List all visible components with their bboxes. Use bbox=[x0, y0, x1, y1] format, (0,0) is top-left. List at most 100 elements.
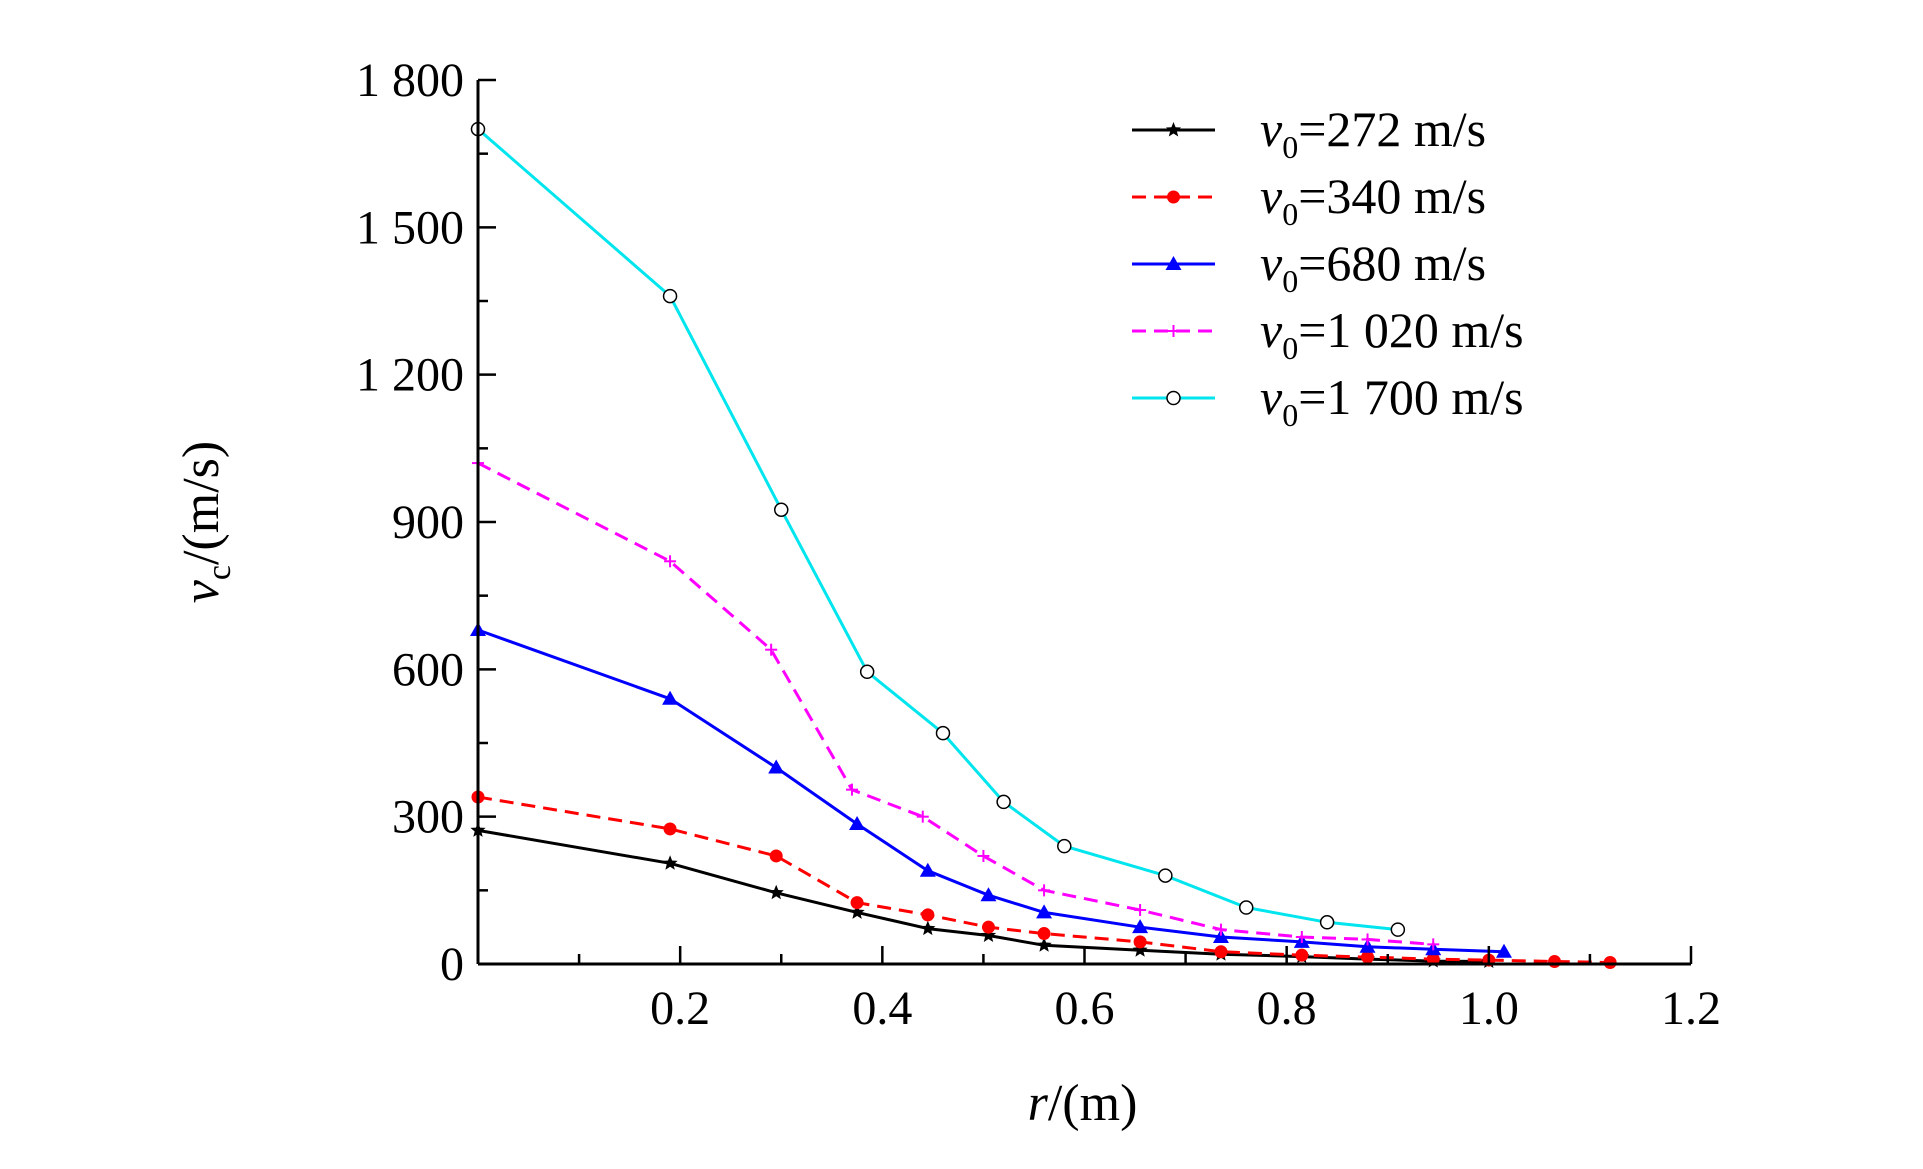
x-tick-label: 1.2 bbox=[1661, 982, 1721, 1035]
y-tick-label: 600 bbox=[392, 643, 464, 696]
legend: v0=272 m/sv0=340 m/sv0=680 m/sv0=1 020 m… bbox=[1132, 101, 1524, 433]
legend-symbol: v bbox=[1260, 168, 1283, 224]
legend-symbol: v bbox=[1260, 302, 1283, 358]
legend-symbol: v bbox=[1260, 369, 1283, 425]
data-point bbox=[1238, 900, 1254, 915]
series-line bbox=[477, 628, 1505, 954]
legend-value: =1 020 m/s bbox=[1298, 302, 1523, 358]
legend-subscript: 0 bbox=[1282, 330, 1298, 366]
data-point bbox=[1361, 933, 1374, 946]
data-point bbox=[1359, 938, 1376, 953]
axes: 0.2 0.4 0.6 0.8 1.0 1.2 0 300 600 900 1 200 1 500 1 … bbox=[173, 54, 1721, 1132]
legend-marker bbox=[1167, 325, 1180, 337]
legend-label: v0=1 700 m/s bbox=[1260, 369, 1524, 433]
legend-subscript: 0 bbox=[1282, 263, 1298, 299]
data-point bbox=[1038, 884, 1051, 897]
y-axis-title: vc/(m/s) bbox=[173, 441, 238, 603]
plot-area bbox=[470, 121, 1617, 970]
legend-item-1: v0=272 m/s bbox=[1132, 101, 1486, 165]
x-tick-label: 0.2 bbox=[650, 982, 710, 1035]
y-tick-label: 300 bbox=[392, 791, 464, 844]
legend-item-4: v0=1 020 m/s bbox=[1132, 302, 1524, 366]
data-point bbox=[1037, 927, 1051, 941]
data-point bbox=[846, 783, 859, 796]
legend-symbol: v bbox=[1260, 101, 1283, 157]
legend-marker bbox=[1166, 390, 1181, 406]
data-point bbox=[1158, 868, 1173, 883]
data-point bbox=[1295, 948, 1309, 962]
data-point bbox=[1495, 943, 1512, 958]
data-point bbox=[977, 849, 990, 862]
data-point bbox=[1361, 950, 1375, 964]
data-point bbox=[664, 555, 677, 568]
data-point bbox=[1548, 955, 1562, 969]
data-point bbox=[996, 794, 1011, 810]
series-4 bbox=[472, 457, 1440, 951]
x-axis-unit: /(m) bbox=[1048, 1075, 1138, 1132]
legend-item-3: v0=680 m/s bbox=[1132, 235, 1486, 299]
data-point bbox=[916, 810, 929, 823]
data-point bbox=[981, 920, 995, 934]
legend-value: =272 m/s bbox=[1298, 101, 1486, 157]
data-point bbox=[1057, 838, 1072, 854]
data-point bbox=[768, 884, 784, 900]
x-tick-label: 0.4 bbox=[852, 982, 912, 1035]
data-point bbox=[859, 664, 875, 680]
legend-subscript: 0 bbox=[1282, 397, 1298, 433]
y-tick-label: 900 bbox=[392, 496, 464, 549]
series-5 bbox=[470, 121, 1406, 937]
data-point bbox=[1132, 942, 1148, 957]
legend-label: v0=340 m/s bbox=[1260, 168, 1486, 232]
legend-value: =340 m/s bbox=[1298, 168, 1486, 224]
data-point bbox=[1427, 938, 1440, 951]
data-point bbox=[662, 288, 678, 304]
data-point bbox=[919, 862, 936, 877]
legend-marker bbox=[1165, 256, 1182, 270]
x-tick-label: 1.0 bbox=[1459, 982, 1519, 1035]
y-axis-symbol: v bbox=[173, 579, 230, 603]
data-point bbox=[765, 643, 778, 656]
data-point bbox=[768, 759, 785, 774]
data-point bbox=[920, 920, 936, 936]
y-tick-label: 1 200 bbox=[356, 349, 464, 402]
data-point bbox=[850, 896, 864, 910]
legend-value: =1 700 m/s bbox=[1298, 369, 1523, 425]
legend-label: v0=680 m/s bbox=[1260, 235, 1486, 299]
data-point bbox=[1036, 904, 1053, 919]
data-point bbox=[980, 887, 997, 902]
data-point bbox=[935, 725, 951, 741]
data-point bbox=[1426, 952, 1440, 966]
data-point bbox=[662, 690, 679, 705]
data-point bbox=[1214, 923, 1227, 936]
legend-marker bbox=[1167, 190, 1180, 204]
data-point bbox=[662, 855, 678, 870]
data-point bbox=[663, 822, 677, 836]
data-point bbox=[1319, 915, 1335, 930]
legend-subscript: 0 bbox=[1282, 196, 1298, 232]
legend-marker bbox=[1165, 122, 1182, 137]
legend-subscript: 0 bbox=[1282, 129, 1298, 165]
data-point bbox=[1212, 928, 1229, 943]
data-point bbox=[774, 502, 789, 517]
legend-item-5: v0=1 700 m/s bbox=[1132, 369, 1524, 433]
series-line bbox=[477, 461, 1434, 946]
x-tick-label: 0.8 bbox=[1257, 982, 1317, 1035]
data-point bbox=[849, 816, 866, 831]
data-point bbox=[980, 927, 997, 942]
y-axis-title-group: vc/(m/s) bbox=[173, 441, 238, 603]
x-tick-label: 0.6 bbox=[1055, 982, 1115, 1035]
y-axis-subscript: c bbox=[201, 565, 238, 580]
data-point bbox=[769, 849, 783, 863]
series-2 bbox=[471, 790, 1617, 970]
data-point bbox=[1036, 937, 1052, 952]
x-axis-symbol: r bbox=[1028, 1075, 1049, 1132]
data-point bbox=[1390, 922, 1406, 937]
data-point bbox=[1134, 903, 1147, 916]
legend-value: =680 m/s bbox=[1298, 235, 1486, 291]
legend-item-2: v0=340 m/s bbox=[1132, 168, 1486, 232]
y-tick-label: 1 800 bbox=[356, 54, 464, 107]
legend-label: v0=1 020 m/s bbox=[1260, 302, 1524, 366]
data-point bbox=[1295, 930, 1308, 943]
data-point bbox=[1133, 935, 1147, 949]
